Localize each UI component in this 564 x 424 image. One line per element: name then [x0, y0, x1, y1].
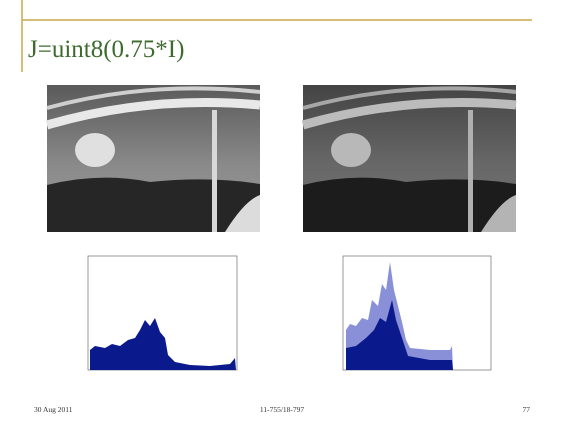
original-photo: [45, 85, 261, 232]
scaled-histogram: [342, 255, 492, 371]
original-histogram: [87, 255, 238, 371]
page-number: 77: [523, 405, 531, 414]
scaled-photo: [301, 85, 517, 232]
footer-date: 30 Aug 2011: [34, 405, 73, 414]
footer-course: 11-755/18-797: [260, 405, 305, 414]
slide-title: J=uint8(0.75*I): [28, 36, 184, 63]
